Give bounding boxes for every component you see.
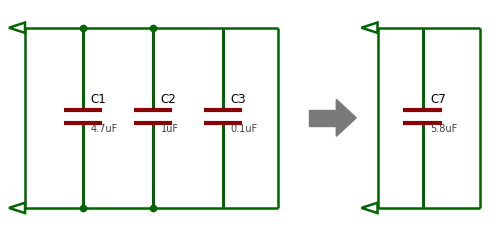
Text: C3: C3 [230, 93, 246, 106]
Text: 5.8uF: 5.8uF [430, 124, 458, 134]
Text: C7: C7 [430, 93, 446, 106]
Text: 0.1uF: 0.1uF [230, 124, 258, 134]
Text: C1: C1 [90, 93, 106, 106]
Text: C2: C2 [160, 93, 176, 106]
Text: 4.7uF: 4.7uF [90, 124, 118, 134]
Text: 1uF: 1uF [160, 124, 178, 134]
Polygon shape [336, 99, 356, 136]
Bar [309, 110, 336, 126]
